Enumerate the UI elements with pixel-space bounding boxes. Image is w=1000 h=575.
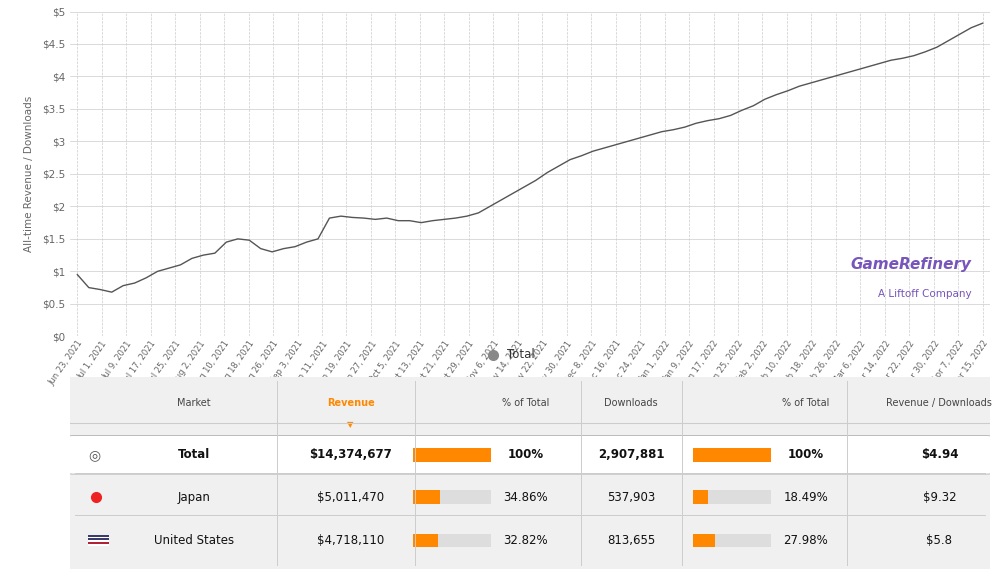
Text: % of Total: % of Total — [782, 398, 830, 408]
Bar — [693, 448, 771, 462]
Bar — [413, 490, 491, 504]
Text: Market: Market — [177, 398, 211, 408]
Bar — [88, 545, 109, 546]
Text: 34.86%: 34.86% — [503, 490, 548, 504]
Bar — [413, 448, 491, 462]
Text: Japan: Japan — [178, 490, 211, 504]
Text: United States: United States — [154, 534, 234, 547]
Bar — [693, 534, 771, 547]
Text: Downloads: Downloads — [604, 398, 658, 408]
Text: ◎: ◎ — [88, 448, 101, 462]
FancyBboxPatch shape — [67, 435, 993, 474]
Text: 537,903: 537,903 — [607, 490, 655, 504]
Text: 18.49%: 18.49% — [784, 490, 828, 504]
Text: 32.82%: 32.82% — [503, 534, 548, 547]
Text: 2,907,881: 2,907,881 — [598, 448, 664, 461]
Bar — [693, 448, 771, 462]
Bar — [693, 490, 771, 504]
Text: ▼: ▼ — [347, 420, 354, 428]
Bar — [693, 490, 708, 504]
Bar — [413, 448, 491, 462]
Text: 100%: 100% — [788, 448, 824, 461]
Text: % of Total: % of Total — [502, 398, 549, 408]
Text: Total: Total — [507, 348, 535, 361]
Bar — [88, 540, 109, 546]
Text: $5,011,470: $5,011,470 — [317, 490, 384, 504]
Bar — [413, 490, 440, 504]
Text: $4,718,110: $4,718,110 — [317, 534, 384, 547]
Bar — [88, 535, 109, 546]
Text: $4.94: $4.94 — [921, 448, 958, 461]
Y-axis label: All-time Revenue / Downloads: All-time Revenue / Downloads — [24, 96, 34, 252]
Bar — [413, 534, 438, 547]
Bar — [88, 540, 109, 542]
Text: $5.8: $5.8 — [926, 534, 952, 547]
Text: 100%: 100% — [507, 448, 543, 461]
Bar — [413, 534, 491, 547]
Text: GameRefinery: GameRefinery — [851, 258, 972, 273]
Bar — [88, 536, 109, 538]
Text: 27.98%: 27.98% — [784, 534, 828, 547]
Text: $9.32: $9.32 — [923, 490, 956, 504]
Text: Total: Total — [178, 448, 210, 461]
Text: Revenue / Downloads: Revenue / Downloads — [886, 398, 992, 408]
Bar — [693, 534, 715, 547]
Text: A Liftoff Company: A Liftoff Company — [878, 289, 972, 299]
Text: 813,655: 813,655 — [607, 534, 655, 547]
Text: $14,374,677: $14,374,677 — [309, 448, 392, 461]
Text: Revenue: Revenue — [327, 398, 374, 408]
